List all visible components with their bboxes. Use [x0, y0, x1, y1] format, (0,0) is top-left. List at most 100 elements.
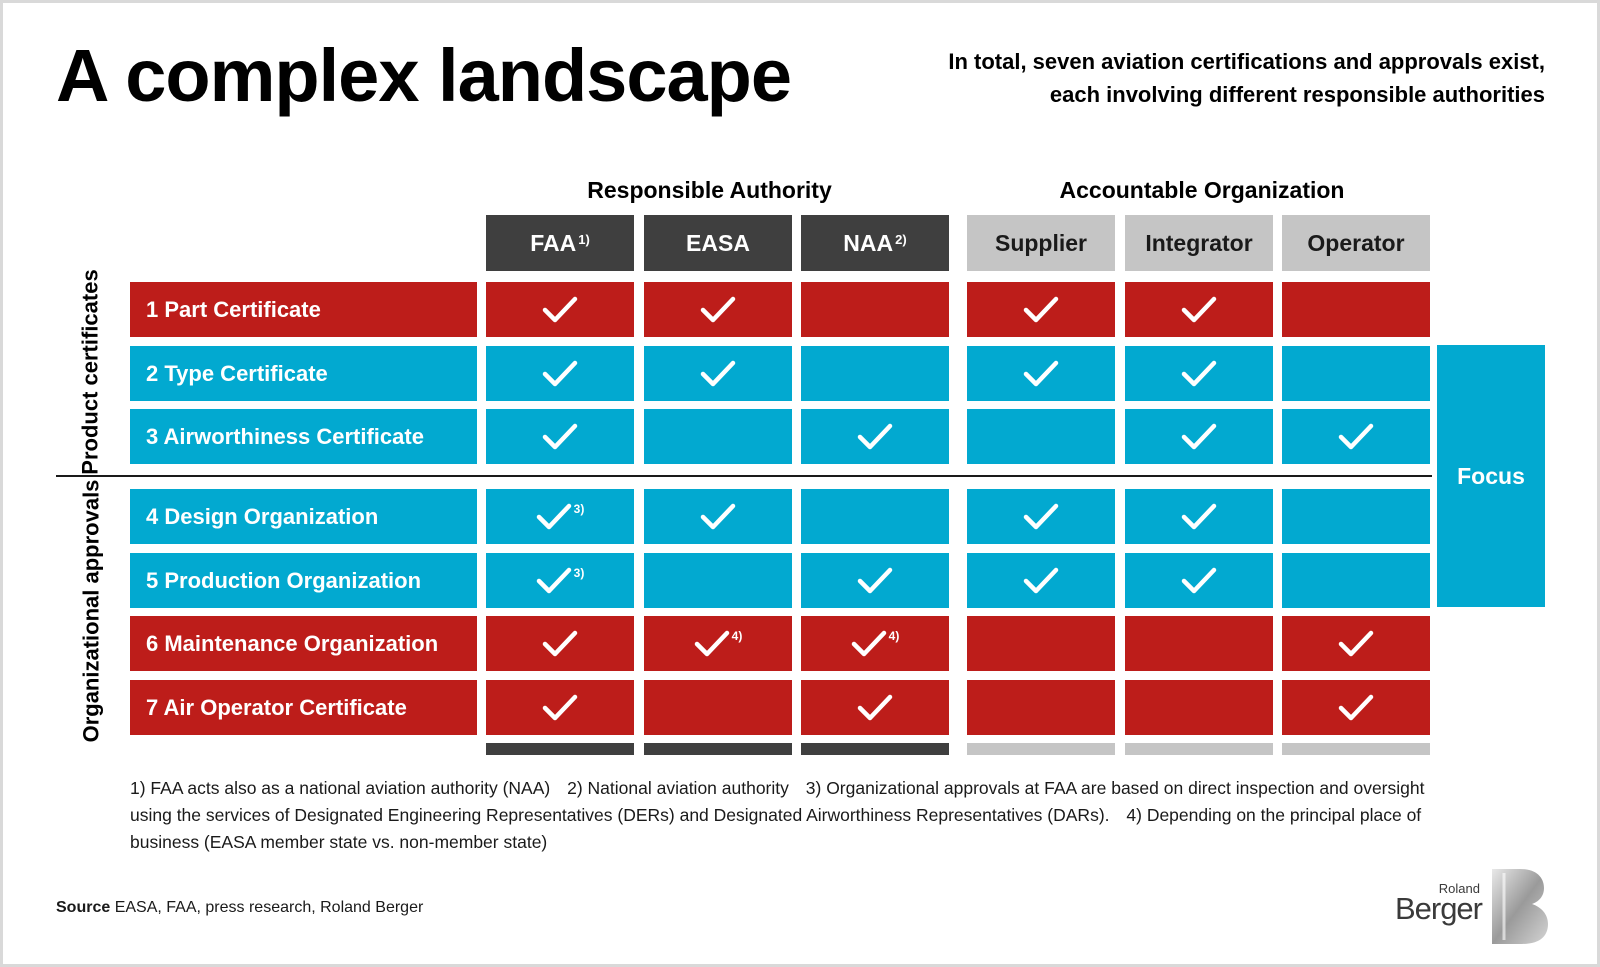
row-label: 6 Maintenance Organization — [130, 616, 477, 671]
matrix-cell — [644, 489, 792, 544]
row-label: 2 Type Certificate — [130, 346, 477, 401]
matrix-cell — [967, 553, 1115, 608]
check-icon — [1181, 503, 1217, 529]
check-icon — [542, 694, 578, 720]
focus-label: Focus — [1457, 462, 1525, 489]
matrix-cell — [1125, 616, 1273, 671]
section-divider — [56, 475, 1432, 477]
matrix-cell — [801, 282, 949, 337]
footnote-marker: 3) — [573, 565, 585, 580]
column-header-label: FAA — [530, 229, 577, 256]
column-footer-bar — [1282, 743, 1430, 755]
column-footer-bar — [486, 743, 634, 755]
row-label-text: 1 Part Certificate — [146, 296, 321, 322]
matrix-cell — [644, 409, 792, 464]
column-header-label: Operator — [1307, 229, 1405, 256]
column-footer-bar — [967, 743, 1115, 755]
column-header-operator: Operator — [1282, 215, 1430, 271]
column-header-faa: FAA 1) — [486, 215, 634, 271]
column-header-label: NAA — [843, 229, 894, 256]
row-label-text: 2 Type Certificate — [146, 360, 328, 386]
column-header-easa: EASA — [644, 215, 792, 271]
check-icon — [1181, 360, 1217, 386]
row-label: 1 Part Certificate — [130, 282, 477, 337]
column-footer-bar — [801, 743, 949, 755]
footnote: 4) Depending on the principal place of b… — [130, 805, 1422, 852]
focus-bracket: Focus — [1437, 345, 1545, 607]
matrix-cell — [1282, 489, 1430, 544]
check-icon — [1338, 423, 1374, 449]
footnote: 1) FAA acts also as a national aviation … — [130, 778, 551, 798]
page-subtitle: In total, seven aviation certifications … — [948, 49, 1545, 107]
matrix-cell — [967, 409, 1115, 464]
check-icon — [1023, 296, 1059, 322]
check-icon — [694, 630, 729, 656]
group-header-organization: Accountable Organization — [1059, 177, 1345, 203]
footnote: 2) National aviation authority — [567, 778, 789, 798]
matrix-cell — [1125, 409, 1273, 464]
group-header-authority: Responsible Authority — [587, 177, 832, 203]
column-header-label: Supplier — [994, 229, 1087, 256]
matrix-cell — [1125, 680, 1273, 735]
matrix-cell — [486, 616, 634, 671]
matrix-cell — [1282, 553, 1430, 608]
check-icon — [1023, 360, 1059, 386]
row-label-text: 6 Maintenance Organization — [146, 630, 439, 656]
check-icon — [1181, 567, 1217, 593]
column-header-supplier: Supplier — [967, 215, 1115, 271]
check-icon — [1338, 694, 1374, 720]
check-icon — [700, 503, 736, 529]
row-label-text: 5 Production Organization — [146, 567, 422, 593]
logo-text-roland: Roland — [1438, 881, 1480, 896]
section-label-product: Product certificates — [78, 269, 103, 475]
check-icon — [542, 296, 578, 322]
check-icon — [1338, 630, 1374, 656]
check-icon — [857, 567, 893, 593]
matrix-cell: 3) — [486, 489, 634, 544]
matrix-cell — [1282, 409, 1430, 464]
matrix-cell — [486, 346, 634, 401]
matrix-cell — [967, 346, 1115, 401]
matrix-cell — [1282, 346, 1430, 401]
row-label-text: 4 Design Organization — [146, 503, 379, 529]
check-icon — [857, 694, 893, 720]
matrix-cell — [644, 553, 792, 608]
column-header-label: Integrator — [1145, 229, 1253, 256]
matrix-cell — [1125, 346, 1273, 401]
matrix-cell — [967, 616, 1115, 671]
column-footer-bar — [644, 743, 792, 755]
check-icon — [1181, 296, 1217, 322]
footnote-marker: 1) — [578, 231, 590, 247]
column-header-label: EASA — [686, 229, 750, 256]
section-label-org: Organizational approvals — [78, 479, 103, 743]
matrix-cell: 4) — [801, 616, 949, 671]
matrix-cell — [801, 680, 949, 735]
matrix-cell — [486, 282, 634, 337]
matrix-cell — [486, 409, 634, 464]
check-icon — [700, 360, 736, 386]
matrix-cell — [1125, 489, 1273, 544]
matrix-cell — [486, 680, 634, 735]
matrix-cell — [1282, 680, 1430, 735]
source-text: EASA, FAA, press research, Roland Berger — [114, 899, 424, 916]
logo-text-berger: Berger — [1394, 891, 1483, 926]
matrix-cell — [801, 409, 949, 464]
source-line: Source EASA, FAA, press research, Roland… — [56, 899, 423, 917]
footnote-marker: 4) — [888, 628, 900, 643]
row-label: 3 Airworthiness Certificate — [130, 409, 477, 464]
matrix-cell — [967, 489, 1115, 544]
matrix-cell — [801, 489, 949, 544]
column-header-integrator: Integrator — [1125, 215, 1273, 271]
check-icon — [542, 360, 578, 386]
matrix-cell — [1125, 553, 1273, 608]
row-label-text: 7 Air Operator Certificate — [146, 694, 407, 720]
check-icon — [542, 630, 578, 656]
footnote-marker: 2) — [895, 231, 907, 247]
matrix-cell — [801, 346, 949, 401]
check-icon — [1023, 567, 1059, 593]
matrix-cell: 3) — [486, 553, 634, 608]
matrix-cell — [644, 282, 792, 337]
footnote: 3) Organizational approvals at FAA are b… — [130, 778, 1425, 825]
check-icon — [536, 503, 571, 529]
matrix-cell — [644, 346, 792, 401]
